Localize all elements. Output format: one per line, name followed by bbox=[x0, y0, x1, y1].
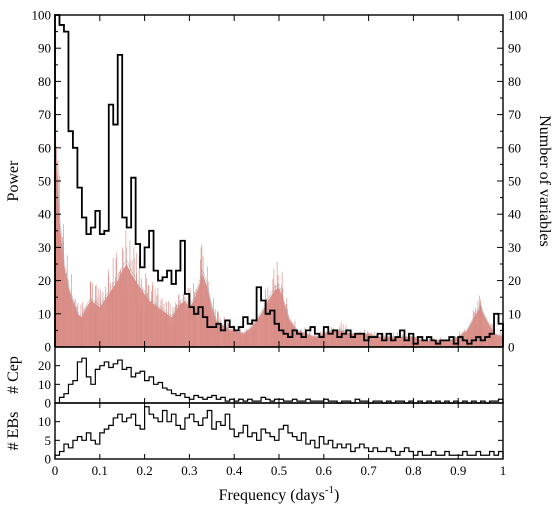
x-tick-label: 0.9 bbox=[450, 463, 466, 478]
power-spectrum-area bbox=[54, 86, 504, 347]
eb-step-line bbox=[54, 406, 504, 459]
eclipsing-binary-histogram bbox=[54, 406, 504, 459]
x-tick-label: 0 bbox=[52, 463, 59, 478]
main-y-axis-right: 0 10 20 30 40 50 60 70 80 90 100 bbox=[497, 8, 528, 355]
cepheid-y-tick-label: 0 bbox=[45, 396, 52, 411]
number-of-variables-step-line bbox=[54, 14, 504, 347]
cepheid-panel: 0 10 20 # Cep bbox=[5, 346, 504, 411]
main-y-tick-label-left: 20 bbox=[38, 273, 51, 288]
main-y-tick-label-right: 90 bbox=[508, 41, 521, 56]
y-axis-title-power: Power bbox=[5, 160, 22, 202]
bottom-x-axis: 0 0.1 0.2 0.3 0.4 0.5 0.6 0.7 0.8 0.9 1 bbox=[52, 463, 507, 478]
cepheid-plot-frame bbox=[54, 346, 504, 404]
main-y-tick-label-left: 30 bbox=[38, 240, 51, 255]
cepheid-step-line bbox=[55, 357, 504, 404]
cepheid-y-tick-label: 10 bbox=[38, 377, 51, 392]
cepheid-y-tick-label: 20 bbox=[38, 358, 51, 373]
main-y-tick-label-right: 60 bbox=[508, 140, 521, 155]
main-y-tick-label-right: 0 bbox=[508, 340, 515, 355]
y-axis-title-ebs: # EBs bbox=[5, 412, 22, 451]
main-y-tick-label-left: 0 bbox=[45, 340, 52, 355]
y-axis-title-number-of-variables: Number of variables bbox=[536, 115, 553, 247]
main-y-tick-label-right: 50 bbox=[508, 174, 521, 189]
x-axis-title-superscript: -1 bbox=[325, 484, 334, 496]
cepheid-y-axis: 0 10 20 bbox=[38, 347, 504, 411]
main-y-tick-label-left: 90 bbox=[38, 41, 51, 56]
main-y-tick-label-left: 40 bbox=[38, 207, 51, 222]
main-y-tick-label-left: 60 bbox=[38, 140, 51, 155]
main-y-tick-label-left: 100 bbox=[32, 8, 52, 23]
x-tick-label: 0.2 bbox=[136, 463, 152, 478]
number-of-variables-histogram bbox=[54, 14, 504, 347]
eb-y-axis: 0 5 10 bbox=[38, 403, 504, 467]
eb-y-tick-label: 10 bbox=[38, 414, 51, 429]
main-y-tick-label-right: 40 bbox=[508, 207, 521, 222]
main-y-tick-label-right: 30 bbox=[508, 240, 521, 255]
main-y-tick-label-right: 100 bbox=[508, 8, 528, 23]
main-y-tick-label-left: 80 bbox=[38, 74, 51, 89]
main-y-tick-label-left: 70 bbox=[38, 107, 51, 122]
x-tick-label: 0.5 bbox=[271, 463, 287, 478]
main-y-tick-label-left: 50 bbox=[38, 174, 51, 189]
x-tick-label: 0.8 bbox=[405, 463, 421, 478]
main-x-ticks bbox=[54, 15, 504, 347]
x-axis-title: Frequency (days-1) bbox=[219, 484, 340, 504]
x-tick-label: 0.4 bbox=[226, 463, 243, 478]
x-tick-label: 0.1 bbox=[92, 463, 108, 478]
x-tick-label: 0.6 bbox=[316, 463, 333, 478]
x-tick-label: 0.3 bbox=[181, 463, 197, 478]
y-axis-title-cep: # Cep bbox=[5, 356, 22, 394]
power-spectrum-edge bbox=[54, 155, 504, 341]
x-tick-label: 1 bbox=[500, 463, 507, 478]
eb-y-tick-label: 5 bbox=[45, 433, 52, 448]
cepheid-histogram bbox=[55, 357, 504, 404]
main-y-tick-label-right: 10 bbox=[508, 306, 521, 321]
main-y-tick-label-left: 10 bbox=[38, 306, 51, 321]
main-y-tick-label-right: 20 bbox=[508, 273, 521, 288]
x-tick-label: 0.7 bbox=[360, 463, 377, 478]
main-y-tick-label-right: 70 bbox=[508, 107, 521, 122]
main-y-tick-label-right: 80 bbox=[508, 74, 521, 89]
eb-y-tick-label: 0 bbox=[45, 452, 52, 467]
main-y-axis-left: 0 10 20 30 40 50 60 70 80 90 100 bbox=[32, 8, 61, 355]
power-spectrum-panel: 0 10 20 30 40 50 60 70 80 90 100 0 10 20 30 40 50 60 70 80… bbox=[5, 8, 553, 355]
x-axis-title-close: ) bbox=[334, 487, 339, 504]
x-axis-title-text: Frequency (days bbox=[219, 487, 325, 504]
